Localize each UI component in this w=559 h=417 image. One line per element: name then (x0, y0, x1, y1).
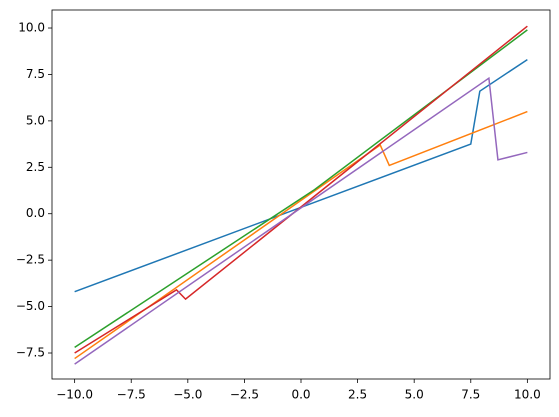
y-tick-label: −2.5 (16, 253, 45, 267)
x-tick-label: −7.5 (117, 388, 146, 402)
line (74, 25, 528, 354)
line (74, 58, 528, 293)
y-tick-label: 7.5 (26, 67, 45, 81)
y-tick-label: −5.0 (16, 299, 45, 313)
x-tick-label: 2.5 (348, 388, 367, 402)
line (74, 110, 528, 360)
x-tick-label: 10.0 (514, 388, 541, 402)
x-tick-label: −2.5 (230, 388, 259, 402)
y-tick-label: 0.0 (26, 206, 45, 220)
x-tick-label: −5.0 (173, 388, 202, 402)
plot-frame (51, 9, 551, 380)
y-tick-label: −7.5 (16, 346, 45, 360)
x-tick-label: −10.0 (56, 388, 93, 402)
line (74, 29, 528, 349)
x-tick-label: 5.0 (405, 388, 424, 402)
y-tick-label: 10.0 (18, 21, 45, 35)
x-tick-label: 7.5 (461, 388, 480, 402)
y-tick-label: 5.0 (26, 113, 45, 127)
line (74, 76, 528, 365)
x-tick-label: 0.0 (291, 388, 310, 402)
y-tick-label: 2.5 (26, 160, 45, 174)
